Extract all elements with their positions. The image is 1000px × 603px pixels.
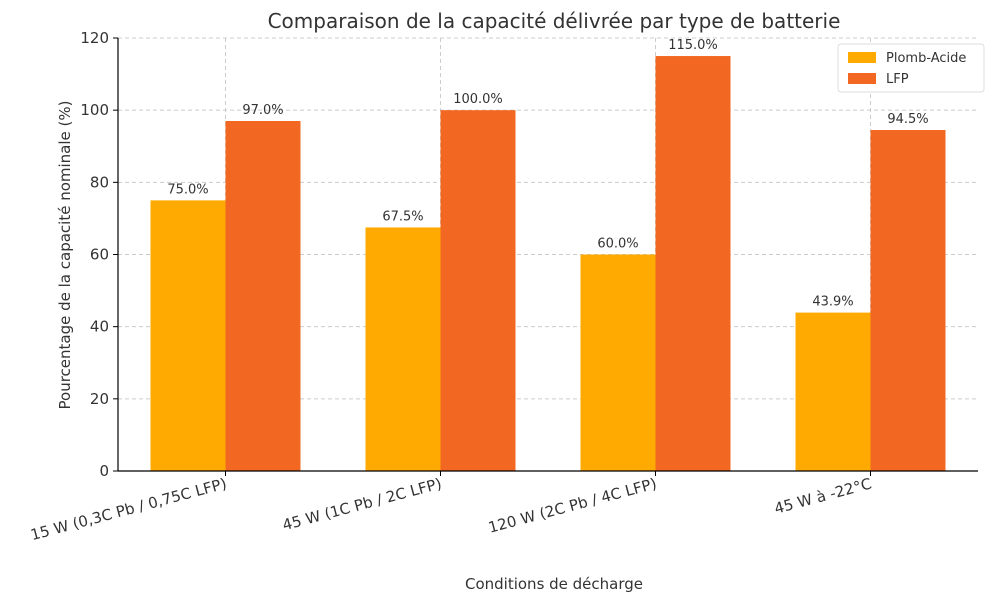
y-tick-label: 100 [80,101,109,119]
data-label-plomb-acide-1: 75.0% [167,182,208,197]
y-tick-label: 80 [90,173,109,191]
y-axis-ticks: 0 20 40 60 80 100 120 [80,29,118,480]
data-label-lfp-1: 97.0% [242,103,283,118]
bar-lfp-4 [870,130,946,471]
data-labels: 75.0% 67.5% 60.0% 43.9% 97.0% 100.0% 115.0% 94.… [167,38,928,310]
x-tick-label: 15 W (0,3C Pb / 0,75C LFP) [29,474,229,544]
y-tick-label: 0 [99,462,109,480]
y-tick-label: 120 [80,29,109,47]
data-label-plomb-acide-4: 43.9% [812,295,853,310]
x-tick-label: 45 W à -22°C [772,474,873,517]
y-tick-label: 60 [90,246,109,264]
bar-plomb-acide-2 [365,227,441,471]
legend: Plomb-Acide LFP [837,43,985,93]
y-tick-label: 40 [90,318,109,336]
bar-plomb-acide-1 [150,200,226,471]
bar-plomb-acide-3 [580,254,656,471]
bar-lfp-2 [440,110,516,472]
data-label-lfp-4: 94.5% [887,112,928,127]
data-label-lfp-3: 115.0% [668,38,718,53]
y-tick-label: 20 [90,390,109,408]
bar-plomb-acide-4 [795,312,871,471]
bar-lfp-1 [225,120,301,471]
legend-swatch-lfp [848,73,876,84]
legend-label-lfp: LFP [886,72,909,87]
bar-lfp-3 [655,56,731,472]
data-label-plomb-acide-3: 60.0% [597,237,638,252]
x-tick-label: 120 W (2C Pb / 4C LFP) [486,474,658,536]
chart-title: Comparaison de la capacité délivrée par … [268,9,841,33]
data-label-plomb-acide-2: 67.5% [382,209,423,224]
legend-swatch-plomb-acide [848,52,876,63]
x-axis-label: Conditions de décharge [465,575,643,593]
x-axis-ticks: 15 W (0,3C Pb / 0,75C LFP) 45 W (1C Pb / … [29,471,874,544]
bars [150,56,946,472]
x-tick-label: 45 W (1C Pb / 2C LFP) [281,474,444,534]
legend-label-plomb-acide: Plomb-Acide [886,51,966,66]
data-label-lfp-2: 100.0% [453,92,503,107]
y-axis-label: Pourcentage de la capacité nominale (%) [56,101,74,410]
